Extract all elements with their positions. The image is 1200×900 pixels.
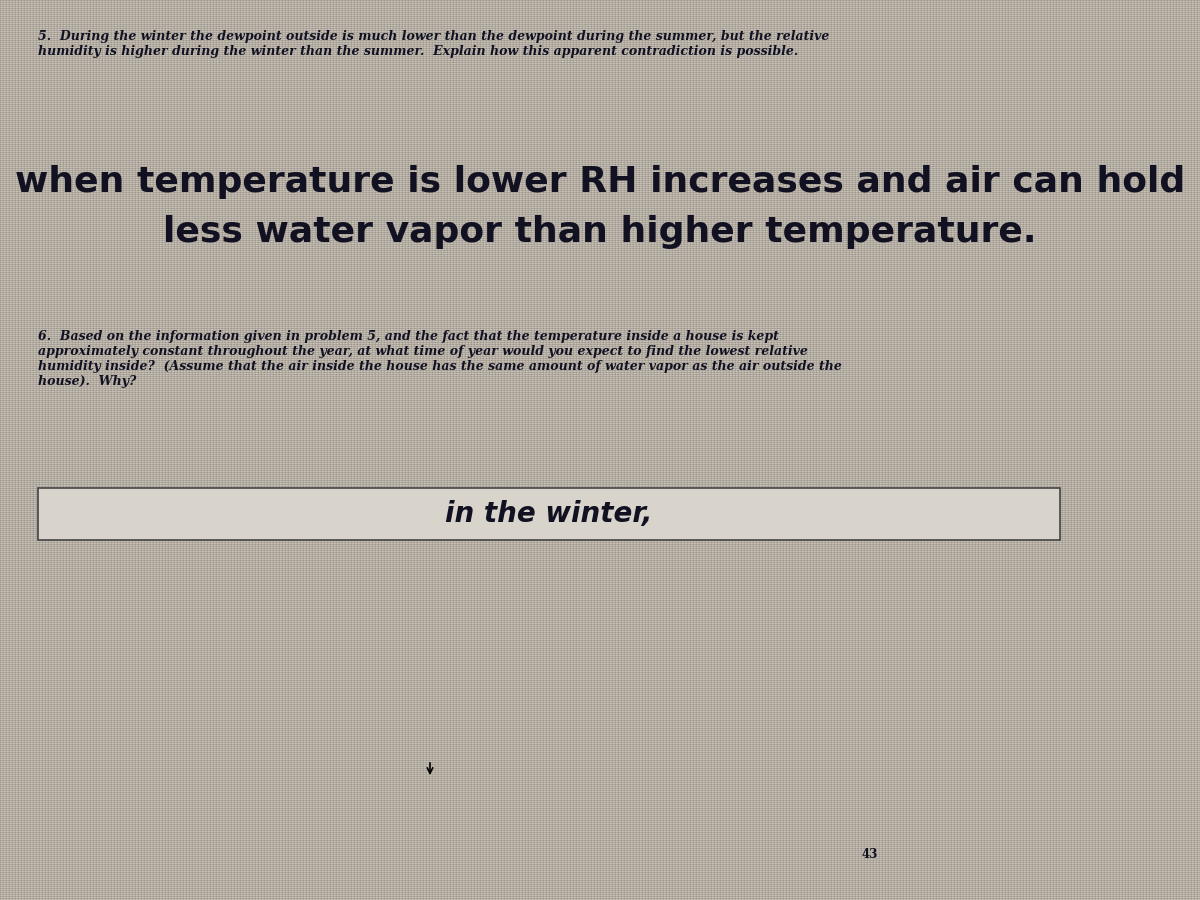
Text: when temperature is lower RH increases and air can hold: when temperature is lower RH increases a… bbox=[14, 165, 1186, 199]
Text: 6.  Based on the information given in problem 5, and the fact that the temperatu: 6. Based on the information given in pro… bbox=[38, 330, 842, 388]
Text: 5.  During the winter the dewpoint outside is much lower than the dewpoint durin: 5. During the winter the dewpoint outsid… bbox=[38, 30, 829, 58]
Bar bbox=[38, 488, 1060, 540]
Text: in the winter,: in the winter, bbox=[445, 500, 653, 528]
Text: less water vapor than higher temperature.: less water vapor than higher temperature… bbox=[163, 215, 1037, 249]
Text: 43: 43 bbox=[862, 849, 878, 861]
